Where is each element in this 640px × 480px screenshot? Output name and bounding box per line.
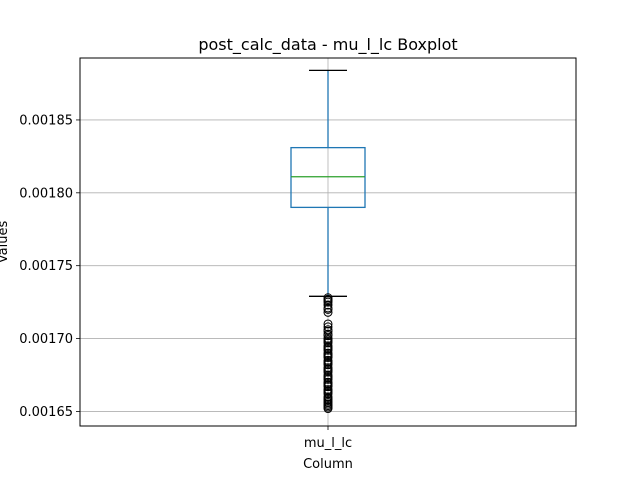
- outlier-point: [323, 297, 333, 307]
- outlier-point: [323, 304, 333, 314]
- outlier-point: [323, 331, 333, 341]
- chart-title: post_calc_data - mu_l_lc Boxplot: [198, 35, 457, 55]
- x-tick-label: mu_l_lc: [304, 436, 352, 451]
- outlier-point: [323, 382, 333, 392]
- y-tick-label: 0.00175: [19, 259, 73, 274]
- outlier-point: [323, 300, 333, 310]
- y-tick-label: 0.00180: [19, 186, 73, 201]
- outlier-point: [323, 338, 333, 348]
- outlier-point: [323, 404, 333, 414]
- outlier-point: [323, 319, 333, 329]
- outlier-point: [323, 389, 333, 399]
- box-plot: [290, 69, 366, 414]
- x-axis-label: Column: [303, 457, 353, 472]
- outlier-point: [323, 374, 333, 384]
- y-tick-label: 0.00170: [19, 332, 73, 347]
- outlier-point: [323, 326, 333, 336]
- y-axis-label: Values: [0, 221, 11, 264]
- tick-labels: 0.00165 0.00170 0.00175 0.00180 0.00185 mu_l_…: [19, 113, 352, 451]
- outlier-point: [323, 367, 333, 377]
- outlier-point: [323, 353, 333, 363]
- plot-frame: [79, 57, 577, 427]
- outlier-point: [323, 322, 333, 332]
- y-tick-label: 0.00165: [19, 405, 73, 420]
- outlier-point: [323, 345, 333, 355]
- outlier-point: [323, 307, 333, 317]
- axes: [76, 57, 577, 430]
- iqr-box: [290, 146, 366, 209]
- y-tick-label: 0.00185: [19, 113, 73, 128]
- outlier-point: [323, 360, 333, 370]
